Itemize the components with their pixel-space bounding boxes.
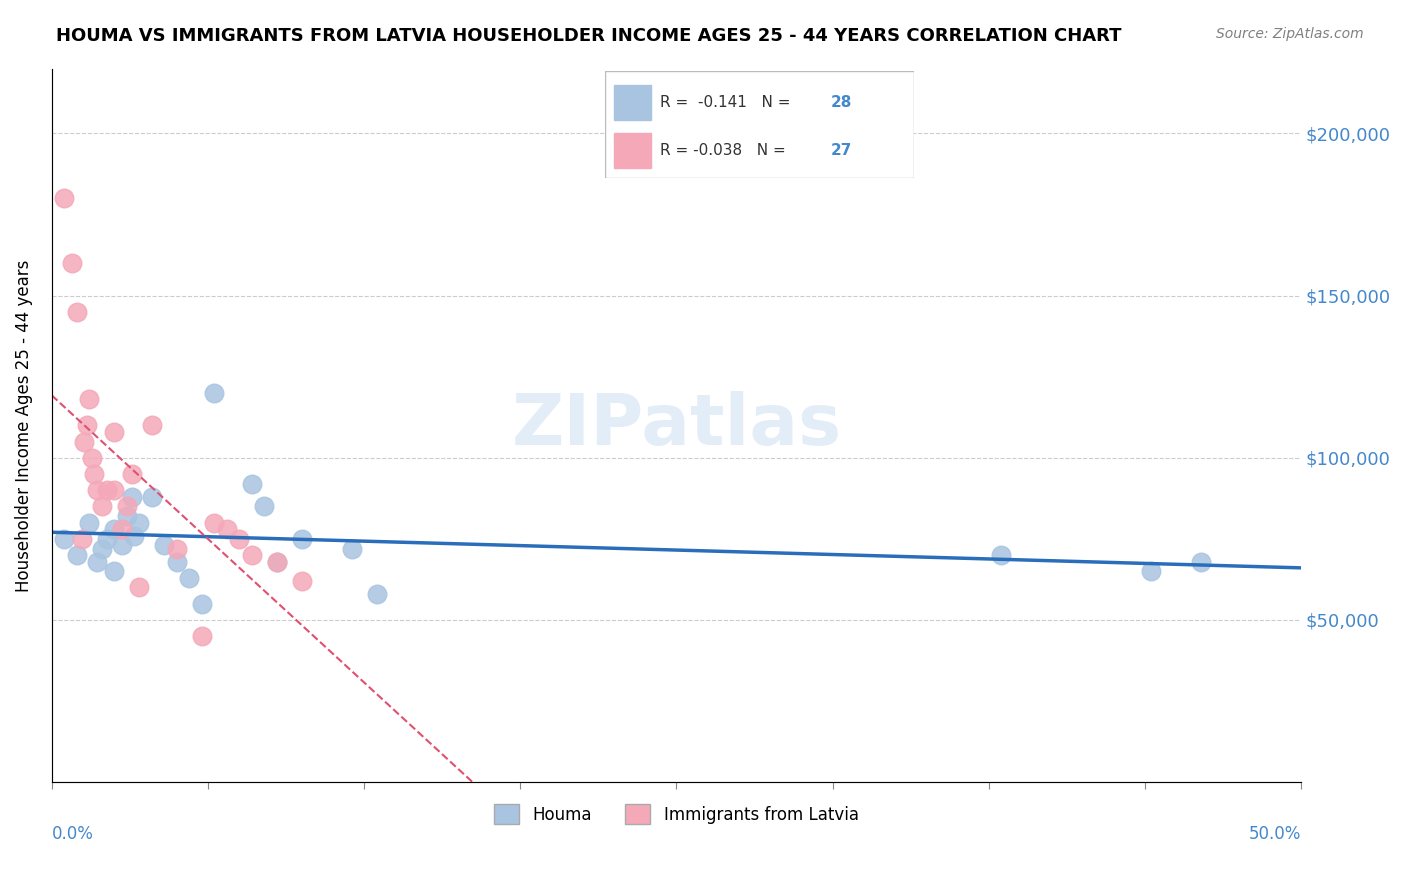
Point <box>190 629 212 643</box>
FancyBboxPatch shape <box>614 86 651 120</box>
Point <box>202 385 225 400</box>
Legend: Houma, Immigrants from Latvia: Houma, Immigrants from Latvia <box>488 797 865 830</box>
Point <box>128 581 150 595</box>
Text: 0.0%: 0.0% <box>52 825 94 843</box>
Text: HOUMA VS IMMIGRANTS FROM LATVIA HOUSEHOLDER INCOME AGES 25 - 44 YEARS CORRELATIO: HOUMA VS IMMIGRANTS FROM LATVIA HOUSEHOL… <box>56 27 1122 45</box>
Text: Source: ZipAtlas.com: Source: ZipAtlas.com <box>1216 27 1364 41</box>
Point <box>60 256 83 270</box>
Point <box>291 532 314 546</box>
Point <box>190 597 212 611</box>
Point <box>111 538 134 552</box>
Point <box>53 532 76 546</box>
Point <box>66 548 89 562</box>
Text: 27: 27 <box>831 143 852 158</box>
Text: 50.0%: 50.0% <box>1249 825 1301 843</box>
Point <box>179 571 201 585</box>
Point <box>228 532 250 546</box>
Point <box>141 490 163 504</box>
Point <box>340 541 363 556</box>
Point <box>141 418 163 433</box>
Point <box>103 425 125 439</box>
Point <box>83 467 105 481</box>
Point <box>70 532 93 546</box>
Point <box>990 548 1012 562</box>
FancyBboxPatch shape <box>614 134 651 168</box>
Point <box>128 516 150 530</box>
Point <box>111 522 134 536</box>
Point <box>1140 564 1163 578</box>
Point <box>266 555 288 569</box>
Point <box>215 522 238 536</box>
Point <box>266 555 288 569</box>
Point <box>86 483 108 498</box>
Point <box>122 528 145 542</box>
FancyBboxPatch shape <box>605 71 914 178</box>
Point <box>115 509 138 524</box>
Point <box>96 483 118 498</box>
Point <box>153 538 176 552</box>
Point <box>121 467 143 481</box>
Point <box>96 532 118 546</box>
Point <box>103 483 125 498</box>
Point <box>77 516 100 530</box>
Point <box>121 490 143 504</box>
Point <box>103 522 125 536</box>
Point <box>77 392 100 407</box>
Point <box>1189 555 1212 569</box>
Point <box>90 500 112 514</box>
Point <box>202 516 225 530</box>
Point <box>76 418 98 433</box>
Point <box>166 541 188 556</box>
Point <box>115 500 138 514</box>
Text: ZIPatlas: ZIPatlas <box>512 391 841 459</box>
Text: 28: 28 <box>831 95 852 110</box>
Text: R = -0.038   N =: R = -0.038 N = <box>661 143 792 158</box>
Point <box>291 574 314 588</box>
Point <box>240 476 263 491</box>
Point <box>86 555 108 569</box>
Text: R =  -0.141   N =: R = -0.141 N = <box>661 95 796 110</box>
Point <box>66 305 89 319</box>
Point <box>166 555 188 569</box>
Point <box>53 191 76 205</box>
Y-axis label: Householder Income Ages 25 - 44 years: Householder Income Ages 25 - 44 years <box>15 260 32 591</box>
Point <box>103 564 125 578</box>
Point <box>253 500 276 514</box>
Point <box>80 450 103 465</box>
Point <box>240 548 263 562</box>
Point <box>366 587 388 601</box>
Point <box>90 541 112 556</box>
Point <box>73 434 96 449</box>
